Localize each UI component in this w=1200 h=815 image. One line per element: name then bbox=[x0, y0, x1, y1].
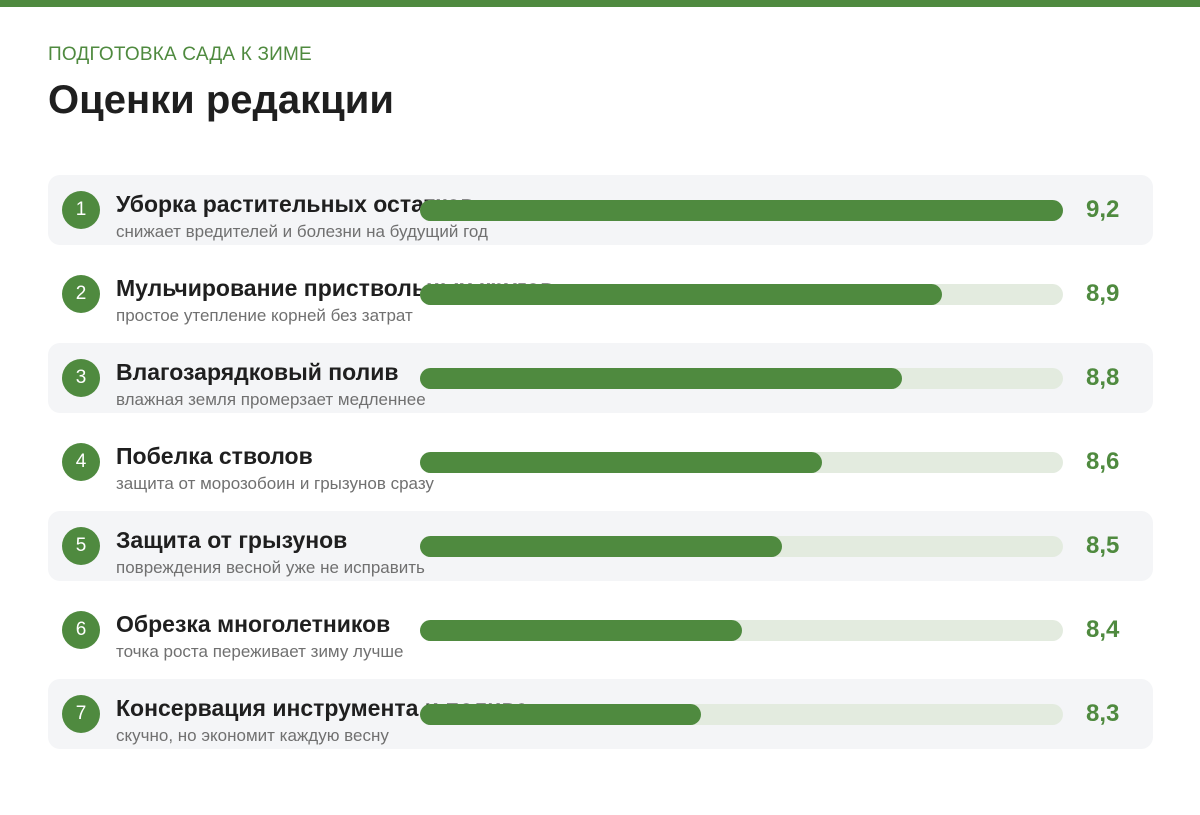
top-accent-bar bbox=[0, 0, 1200, 7]
bar-track bbox=[420, 452, 1063, 473]
rating-row: 1 Уборка растительных остатков снижает в… bbox=[48, 175, 1153, 245]
bar-track bbox=[420, 284, 1063, 305]
bar-fill bbox=[420, 620, 742, 641]
rank-badge: 6 bbox=[62, 611, 100, 649]
bar-fill bbox=[420, 452, 822, 473]
rank-badge: 4 bbox=[62, 443, 100, 481]
item-description: повреждения весной уже не исправить bbox=[116, 558, 425, 577]
bar-track bbox=[420, 620, 1063, 641]
rating-row: 6 Обрезка многолетников точка роста пере… bbox=[48, 595, 1153, 665]
ratings-chart: 1 Уборка растительных остатков снижает в… bbox=[48, 175, 1153, 763]
rating-row: 5 Защита от грызунов повреждения весной … bbox=[48, 511, 1153, 581]
bar-track bbox=[420, 200, 1063, 221]
bar-track bbox=[420, 536, 1063, 557]
rating-row: 4 Побелка стволов защита от морозобоин и… bbox=[48, 427, 1153, 497]
item-description: простое утепление корней без затрат bbox=[116, 306, 413, 325]
item-description: точка роста переживает зиму лучше bbox=[116, 642, 404, 661]
section-kicker: ПОДГОТОВКА САДА К ЗИМЕ bbox=[48, 44, 312, 65]
rank-badge: 1 bbox=[62, 191, 100, 229]
bar-track bbox=[420, 368, 1063, 389]
item-label: Обрезка многолетников bbox=[116, 611, 391, 637]
bar-fill bbox=[420, 284, 942, 305]
item-description: влажная земля промерзает медленнее bbox=[116, 390, 426, 409]
rank-badge: 5 bbox=[62, 527, 100, 565]
item-description: скучно, но экономит каждую весну bbox=[116, 726, 389, 745]
bar-fill bbox=[420, 536, 782, 557]
score-value: 8,4 bbox=[1086, 616, 1120, 643]
bar-fill bbox=[420, 200, 1063, 221]
rank-badge: 7 bbox=[62, 695, 100, 733]
score-value: 9,2 bbox=[1086, 196, 1120, 223]
item-label: Побелка стволов bbox=[116, 443, 313, 469]
page-title: Оценки редакции bbox=[48, 78, 394, 122]
rank-badge: 3 bbox=[62, 359, 100, 397]
item-label: Влагозарядковый полив bbox=[116, 359, 399, 385]
item-label: Защита от грызунов bbox=[116, 527, 348, 553]
rating-row: 3 Влагозарядковый полив влажная земля пр… bbox=[48, 343, 1153, 413]
item-description: снижает вредителей и болезни на будущий … bbox=[116, 222, 488, 241]
bar-track bbox=[420, 704, 1063, 725]
rank-badge: 2 bbox=[62, 275, 100, 313]
bar-fill bbox=[420, 704, 701, 725]
score-value: 8,8 bbox=[1086, 364, 1120, 391]
bar-fill bbox=[420, 368, 902, 389]
score-value: 8,3 bbox=[1086, 700, 1120, 727]
item-description: защита от морозобоин и грызунов сразу bbox=[116, 474, 434, 493]
item-label: Уборка растительных остатков bbox=[116, 191, 475, 217]
score-value: 8,9 bbox=[1086, 280, 1120, 307]
rating-row: 7 Консервация инструмента и полива скучн… bbox=[48, 679, 1153, 749]
score-value: 8,5 bbox=[1086, 532, 1120, 559]
score-value: 8,6 bbox=[1086, 448, 1120, 475]
rating-row: 2 Мульчирование приствольных кругов прос… bbox=[48, 259, 1153, 329]
